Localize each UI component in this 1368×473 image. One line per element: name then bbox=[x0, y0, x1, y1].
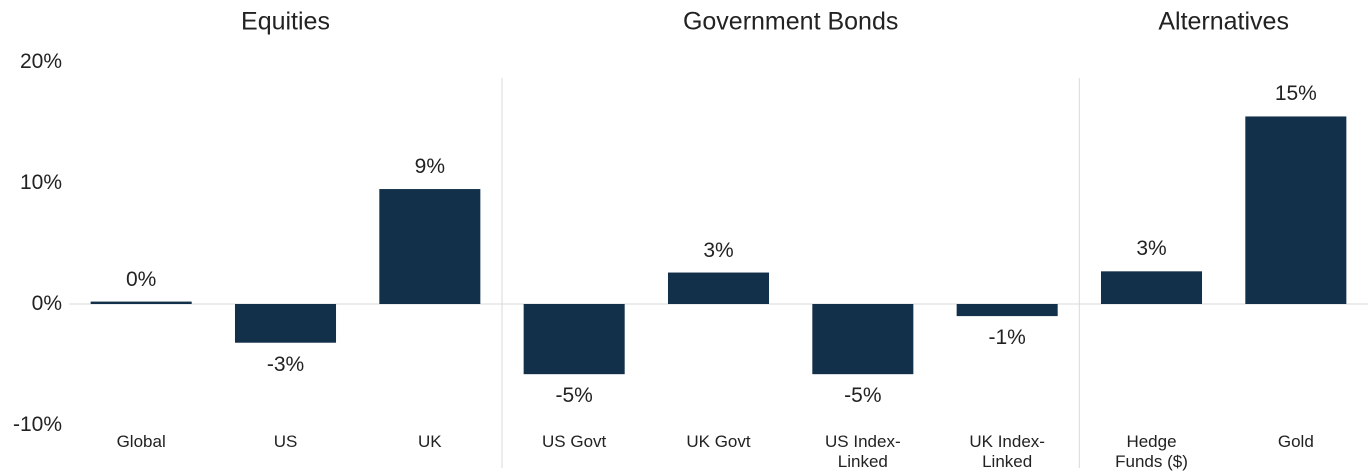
x-tick-label: US bbox=[273, 432, 298, 451]
x-tick-label: US Index-Linked bbox=[825, 432, 901, 471]
bar bbox=[956, 304, 1058, 317]
value-label: 3% bbox=[1136, 237, 1167, 261]
x-tick-label: Global bbox=[116, 432, 166, 451]
value-label: 15% bbox=[1274, 82, 1317, 106]
x-tick-label: UK Govt bbox=[686, 432, 751, 451]
bar bbox=[812, 304, 914, 375]
x-tick-label: Gold bbox=[1277, 432, 1314, 451]
group-title: Government Bonds bbox=[682, 7, 899, 36]
y-tick-label: 0% bbox=[31, 292, 62, 315]
bar bbox=[523, 304, 625, 375]
bar bbox=[90, 301, 192, 304]
y-tick-label: 20% bbox=[19, 50, 62, 73]
group-title: Equities bbox=[241, 7, 330, 36]
value-label: -5% bbox=[844, 384, 882, 408]
bar bbox=[667, 272, 770, 304]
value-label: -1% bbox=[988, 326, 1026, 350]
value-label: 0% bbox=[125, 267, 157, 291]
value-label: 3% bbox=[703, 238, 734, 262]
bar bbox=[379, 189, 481, 304]
x-tick-label: Hedge Funds ($) bbox=[1115, 432, 1188, 471]
group-title: Alternatives bbox=[1158, 7, 1289, 36]
x-tick-label: UK Index-Linked bbox=[969, 432, 1045, 471]
value-label: 9% bbox=[414, 155, 446, 179]
value-label: -3% bbox=[266, 352, 305, 376]
y-tick-label: 10% bbox=[19, 171, 62, 194]
value-label: -5% bbox=[555, 384, 593, 408]
bar bbox=[234, 304, 337, 343]
bar bbox=[1100, 271, 1203, 304]
x-tick-label: US Govt bbox=[542, 432, 607, 451]
bar bbox=[1245, 116, 1347, 304]
x-tick-label: UK bbox=[418, 432, 442, 451]
y-tick-label: -10% bbox=[12, 413, 62, 436]
